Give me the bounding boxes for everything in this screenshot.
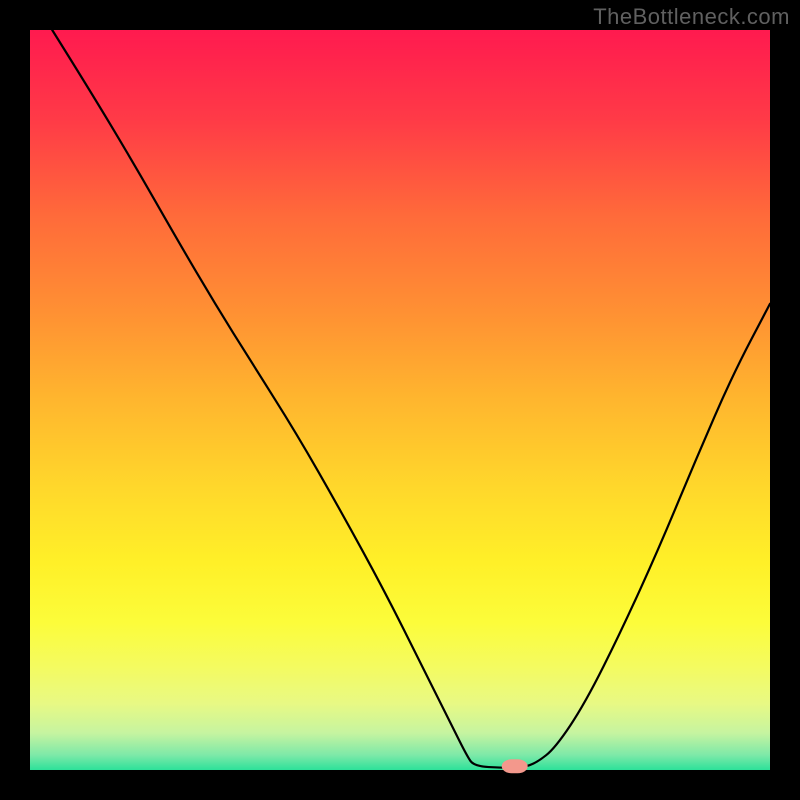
chart-frame: TheBottleneck.com xyxy=(0,0,800,800)
optimal-point-marker xyxy=(502,759,528,773)
watermark-text: TheBottleneck.com xyxy=(593,4,790,30)
chart-gradient-bg xyxy=(30,30,770,770)
chart-svg xyxy=(0,0,800,800)
